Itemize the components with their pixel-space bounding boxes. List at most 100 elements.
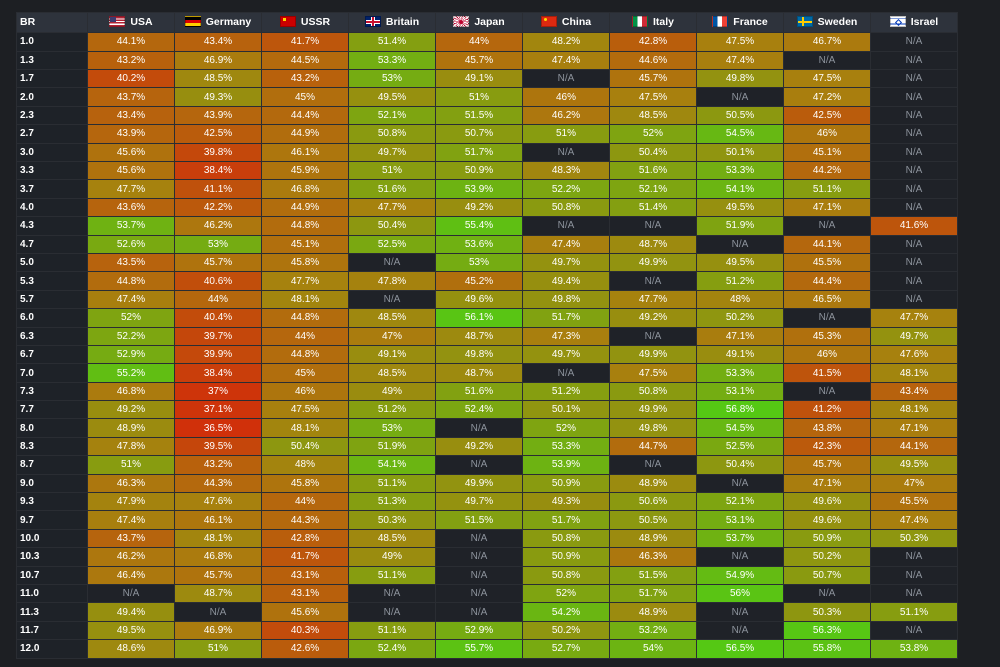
winrate-cell: N/A (349, 253, 435, 272)
winrate-cell: 51.1% (349, 621, 435, 640)
winrate-cell: N/A (871, 253, 957, 272)
br-cell: 7.0 (17, 364, 87, 382)
winrate-cell: 44.4% (784, 272, 870, 290)
winrate-cell: 42.8% (610, 33, 696, 51)
winrate-cell: 36.5% (175, 419, 261, 437)
winrate-cell: 52.1% (697, 493, 783, 511)
winrate-cell: 50.8% (349, 125, 435, 143)
br-column-header[interactable]: BR (17, 13, 87, 33)
winrate-cell: N/A (871, 272, 957, 290)
table-row: 11.3 49.4% N/A 45.6% N/A N/A 54.2% 48.9% N/A 50.3… (17, 603, 957, 621)
winrate-cell: 54% (610, 640, 696, 658)
winrate-cell: 53.6% (436, 235, 522, 253)
winrate-cell: 44.9% (262, 198, 348, 217)
country-header-sweden[interactable]: Sweden (784, 13, 870, 33)
winrate-cell: N/A (697, 548, 783, 566)
winrate-cell: 52.7% (523, 640, 609, 658)
winrate-cell: N/A (436, 585, 522, 603)
winrate-cell: 48.6% (88, 640, 174, 658)
winrate-cell: 42.2% (175, 198, 261, 217)
winrate-cell: 50.9% (523, 474, 609, 493)
country-name: Sweden (817, 16, 858, 28)
country-header-britain[interactable]: Britain (349, 13, 435, 33)
winrate-cell: 48.9% (88, 419, 174, 437)
winrate-cell: N/A (436, 456, 522, 474)
country-header-germany[interactable]: Germany (175, 13, 261, 33)
winrate-cell: 45.3% (784, 327, 870, 345)
table-row: 9.0 46.3% 44.3% 45.8% 51.1% 49.9% 50.9% 48.9% N/… (17, 474, 957, 493)
winrate-cell: 51.2% (697, 272, 783, 290)
winrate-cell: 47.4% (523, 51, 609, 70)
winrate-cell: 44.7% (610, 437, 696, 456)
winrate-cell: 44.1% (784, 235, 870, 253)
country-header-china[interactable]: China (523, 13, 609, 33)
country-header-italy[interactable]: Italy (610, 13, 696, 33)
winrate-cell: 46.9% (175, 621, 261, 640)
winrate-cell: 43.4% (88, 106, 174, 125)
winrate-cell: 53.9% (436, 180, 522, 198)
country-header-japan[interactable]: Japan (436, 13, 522, 33)
country-header-usa[interactable]: USA (88, 13, 174, 33)
winrate-cell: 43.1% (262, 566, 348, 584)
winrate-cell: 48.1% (175, 529, 261, 548)
winrate-cell: N/A (436, 548, 522, 566)
winrate-cell: 51.5% (436, 511, 522, 529)
winrate-cell: N/A (871, 33, 957, 51)
winrate-cell: 51.1% (784, 180, 870, 198)
winrate-cell: 46.5% (784, 290, 870, 309)
winrate-cell: 44.3% (175, 474, 261, 493)
winrate-cell: 49.9% (436, 474, 522, 493)
winrate-cell: 56.8% (697, 401, 783, 419)
winrate-cell: N/A (436, 566, 522, 584)
winrate-cell: 44% (262, 327, 348, 345)
winrate-cell: 44.8% (88, 272, 174, 290)
winrate-cell: 52.5% (697, 437, 783, 456)
winrate-cell: 50.8% (523, 198, 609, 217)
country-header-ussr[interactable]: USSR (262, 13, 348, 33)
winrate-cell: 47.1% (697, 327, 783, 345)
winrate-cell: 47.1% (784, 198, 870, 217)
winrate-cell: 39.9% (175, 345, 261, 364)
br-cell: 3.3 (17, 162, 87, 180)
winrate-cell: 51.1% (349, 474, 435, 493)
winrate-cell: 51.5% (610, 566, 696, 584)
winrate-cell: 41.7% (262, 548, 348, 566)
winrate-cell: 52.2% (88, 327, 174, 345)
winrate-cell: 56.3% (784, 621, 870, 640)
winrate-cell: 45.7% (175, 566, 261, 584)
winrate-cell: 41.2% (784, 401, 870, 419)
country-name: USA (130, 16, 153, 28)
winrate-cell: 48.5% (349, 364, 435, 382)
country-name: Israel (910, 16, 939, 28)
br-cell: 2.7 (17, 125, 87, 143)
winrate-cell: 49.2% (436, 198, 522, 217)
winrate-cell: 49.7% (349, 143, 435, 162)
winrate-cell: 47.6% (871, 345, 957, 364)
winrate-cell: 51.7% (610, 585, 696, 603)
winrate-cell: 50.1% (523, 401, 609, 419)
winrate-cell: 48.1% (262, 290, 348, 309)
country-header-israel[interactable]: Israel (871, 13, 957, 33)
winrate-cell: 42.3% (784, 437, 870, 456)
winrate-cell: 39.7% (175, 327, 261, 345)
winrate-cell: 56% (697, 585, 783, 603)
winrate-cell: 49.1% (436, 70, 522, 88)
winrate-cell: 51.6% (436, 382, 522, 401)
winrate-cell: 49.7% (436, 493, 522, 511)
table-row: 4.7 52.6% 53% 45.1% 52.5% 53.6% 47.4% 48.7% N/A 4… (17, 235, 957, 253)
table-row: 7.7 49.2% 37.1% 47.5% 51.2% 52.4% 50.1% 49.9% 56… (17, 401, 957, 419)
winrate-cell: 46.4% (88, 566, 174, 584)
winrate-cell: 50.2% (697, 309, 783, 327)
winrate-cell: 43.4% (175, 33, 261, 51)
winrate-cell: 44.4% (262, 106, 348, 125)
winrate-cell: 47.6% (175, 493, 261, 511)
country-header-france[interactable]: France (697, 13, 783, 33)
table-row: 6.3 52.2% 39.7% 44% 47% 48.7% 47.3% N/A 47.1% 45.… (17, 327, 957, 345)
winrate-cell: 43.7% (88, 88, 174, 106)
winrate-cell: 53% (436, 253, 522, 272)
winrate-cell: 53.9% (523, 456, 609, 474)
winrate-cell: N/A (697, 603, 783, 621)
br-cell: 10.7 (17, 566, 87, 584)
winrate-cell: 50.4% (697, 456, 783, 474)
br-cell: 1.3 (17, 51, 87, 70)
